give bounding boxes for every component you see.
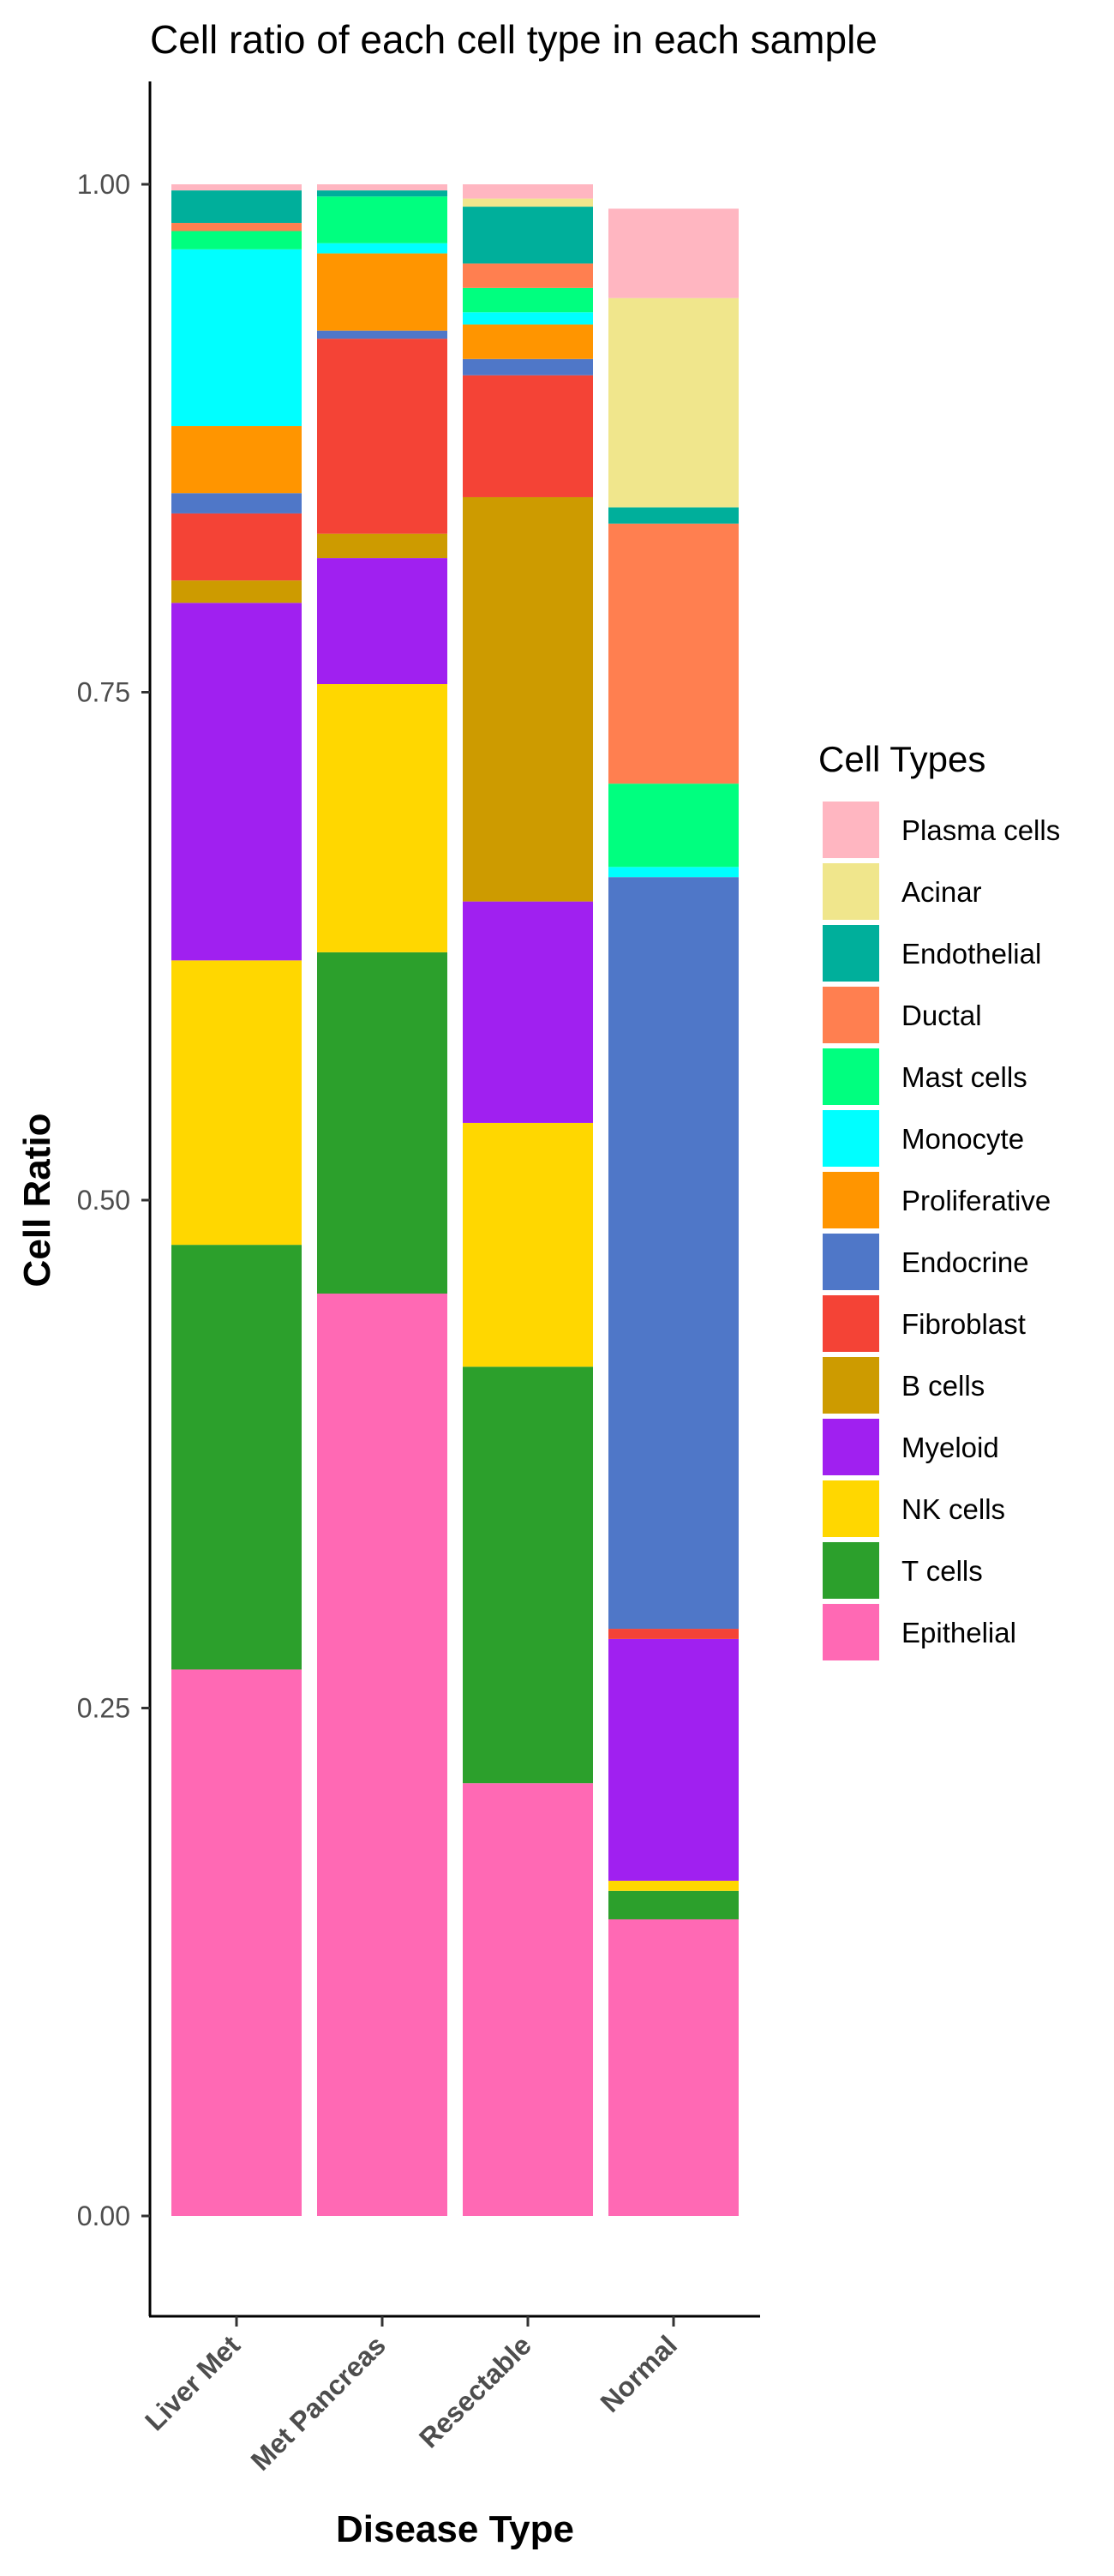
bar-segment-acinar-2 xyxy=(463,198,593,207)
bar-segment-myeloid-0 xyxy=(171,603,302,961)
bar-segment-myeloid-2 xyxy=(463,901,593,1123)
legend: Cell Types Plasma cells Acinar Endothelial… xyxy=(818,739,1060,1660)
bar-segment-endocrine-0 xyxy=(171,493,302,513)
legend-label: Plasma cells xyxy=(901,814,1060,846)
bar-segment-monocyte-0 xyxy=(171,249,302,427)
legend-label: Myeloid xyxy=(901,1432,999,1463)
bar-segment-epithelial-1 xyxy=(317,1294,447,2216)
legend-swatch-endothelial xyxy=(823,925,879,982)
y-axis-title: Cell Ratio xyxy=(16,1114,58,1288)
bar-segment-nk-cells-1 xyxy=(317,684,447,952)
x-tick-label: Met Pancreas xyxy=(245,2329,392,2476)
legend-label: T cells xyxy=(901,1555,983,1587)
bar-segment-endocrine-2 xyxy=(463,358,593,375)
legend-swatch-t-cells xyxy=(823,1542,879,1599)
legend-label: Endocrine xyxy=(901,1246,1029,1278)
bar-segment-mast-cells-2 xyxy=(463,287,593,313)
bar-segment-epithelial-0 xyxy=(171,1669,302,2216)
bar-segment-proliferative-1 xyxy=(317,253,447,331)
legend-label: Monocyte xyxy=(901,1123,1024,1155)
legend-swatch-acinar xyxy=(823,863,879,920)
bar-segment-ductal-0 xyxy=(171,223,302,231)
bar-segment-plasma-cells-0 xyxy=(171,184,302,191)
legend-swatch-myeloid xyxy=(823,1419,879,1475)
bar-segment-t-cells-0 xyxy=(171,1245,302,1670)
legend-label: Acinar xyxy=(901,876,982,908)
bar-segment-endothelial-1 xyxy=(317,190,447,197)
legend-swatch-plasma-cells xyxy=(823,802,879,858)
legend-label: Epithelial xyxy=(901,1617,1016,1648)
legend-swatch-nk-cells xyxy=(823,1480,879,1537)
bar-segment-b-cells-0 xyxy=(171,580,302,603)
bar-segment-ductal-2 xyxy=(463,263,593,288)
bar-segment-nk-cells-3 xyxy=(608,1880,739,1891)
bar-segment-endocrine-1 xyxy=(317,330,447,339)
bar-segment-monocyte-1 xyxy=(317,243,447,254)
x-tick-label: Liver Met xyxy=(139,2329,246,2436)
legend-swatch-ductal xyxy=(823,987,879,1043)
legend-label: Ductal xyxy=(901,1000,982,1031)
bar-segment-proliferative-2 xyxy=(463,324,593,359)
bar-segment-endocrine-3 xyxy=(608,877,739,1630)
bars-layer xyxy=(171,184,739,2216)
legend-label: Fibroblast xyxy=(901,1308,1026,1340)
legend-swatch-endocrine xyxy=(823,1234,879,1290)
bar-segment-endothelial-3 xyxy=(608,507,739,524)
bar-segment-plasma-cells-1 xyxy=(317,184,447,191)
bar-segment-fibroblast-3 xyxy=(608,1629,739,1639)
legend-swatch-fibroblast xyxy=(823,1295,879,1352)
legend-swatch-monocyte xyxy=(823,1110,879,1167)
bar-segment-mast-cells-0 xyxy=(171,231,302,249)
x-tick-label: Resectable xyxy=(413,2329,537,2453)
bar-segment-acinar-3 xyxy=(608,297,739,507)
bar-segment-monocyte-3 xyxy=(608,867,739,878)
legend-label: Proliferative xyxy=(901,1185,1051,1216)
legend-swatch-mast-cells xyxy=(823,1048,879,1105)
bar-segment-monocyte-2 xyxy=(463,312,593,325)
bar-segment-t-cells-3 xyxy=(608,1890,739,1919)
bar-segment-b-cells-2 xyxy=(463,496,593,902)
bar-segment-fibroblast-1 xyxy=(317,339,447,534)
bar-segment-proliferative-0 xyxy=(171,426,302,494)
bar-segment-b-cells-1 xyxy=(317,533,447,559)
legend-swatch-epithelial xyxy=(823,1604,879,1660)
bar-segment-ductal-3 xyxy=(608,523,739,784)
legend-swatch-proliferative xyxy=(823,1172,879,1228)
y-tick-label: 0.50 xyxy=(77,1185,130,1216)
bar-segment-epithelial-2 xyxy=(463,1783,593,2216)
y-tick-label: 0.00 xyxy=(77,2201,130,2231)
bar-segment-nk-cells-0 xyxy=(171,960,302,1246)
bar-segment-plasma-cells-2 xyxy=(463,184,593,199)
bar-segment-mast-cells-3 xyxy=(608,784,739,868)
legend-title: Cell Types xyxy=(818,739,985,779)
legend-swatch-b-cells xyxy=(823,1357,879,1414)
bar-segment-myeloid-1 xyxy=(317,558,447,685)
bar-segment-plasma-cells-3 xyxy=(608,208,739,298)
x-tick-label: Normal xyxy=(595,2329,683,2417)
bar-segment-mast-cells-1 xyxy=(317,196,447,243)
chart-title: Cell ratio of each cell type in each sam… xyxy=(150,17,877,62)
legend-label: NK cells xyxy=(901,1493,1005,1525)
y-tick-label: 1.00 xyxy=(77,169,130,200)
y-tick-label: 0.75 xyxy=(77,677,130,708)
y-tick-label: 0.25 xyxy=(77,1693,130,1724)
bar-segment-myeloid-3 xyxy=(608,1638,739,1881)
bar-segment-fibroblast-2 xyxy=(463,375,593,497)
legend-label: B cells xyxy=(901,1370,985,1402)
y-ticks: 0.00 0.25 0.50 0.75 1.00 xyxy=(77,169,150,2231)
bar-segment-t-cells-1 xyxy=(317,952,447,1294)
legend-label: Mast cells xyxy=(901,1061,1027,1093)
x-axis-title: Disease Type xyxy=(336,2508,574,2550)
bar-segment-fibroblast-0 xyxy=(171,513,302,581)
legend-label: Endothelial xyxy=(901,938,1041,970)
bar-segment-epithelial-3 xyxy=(608,1918,739,2216)
bar-segment-endothelial-2 xyxy=(463,207,593,264)
bar-segment-nk-cells-2 xyxy=(463,1122,593,1367)
bar-segment-t-cells-2 xyxy=(463,1366,593,1784)
bar-segment-endothelial-0 xyxy=(171,190,302,224)
